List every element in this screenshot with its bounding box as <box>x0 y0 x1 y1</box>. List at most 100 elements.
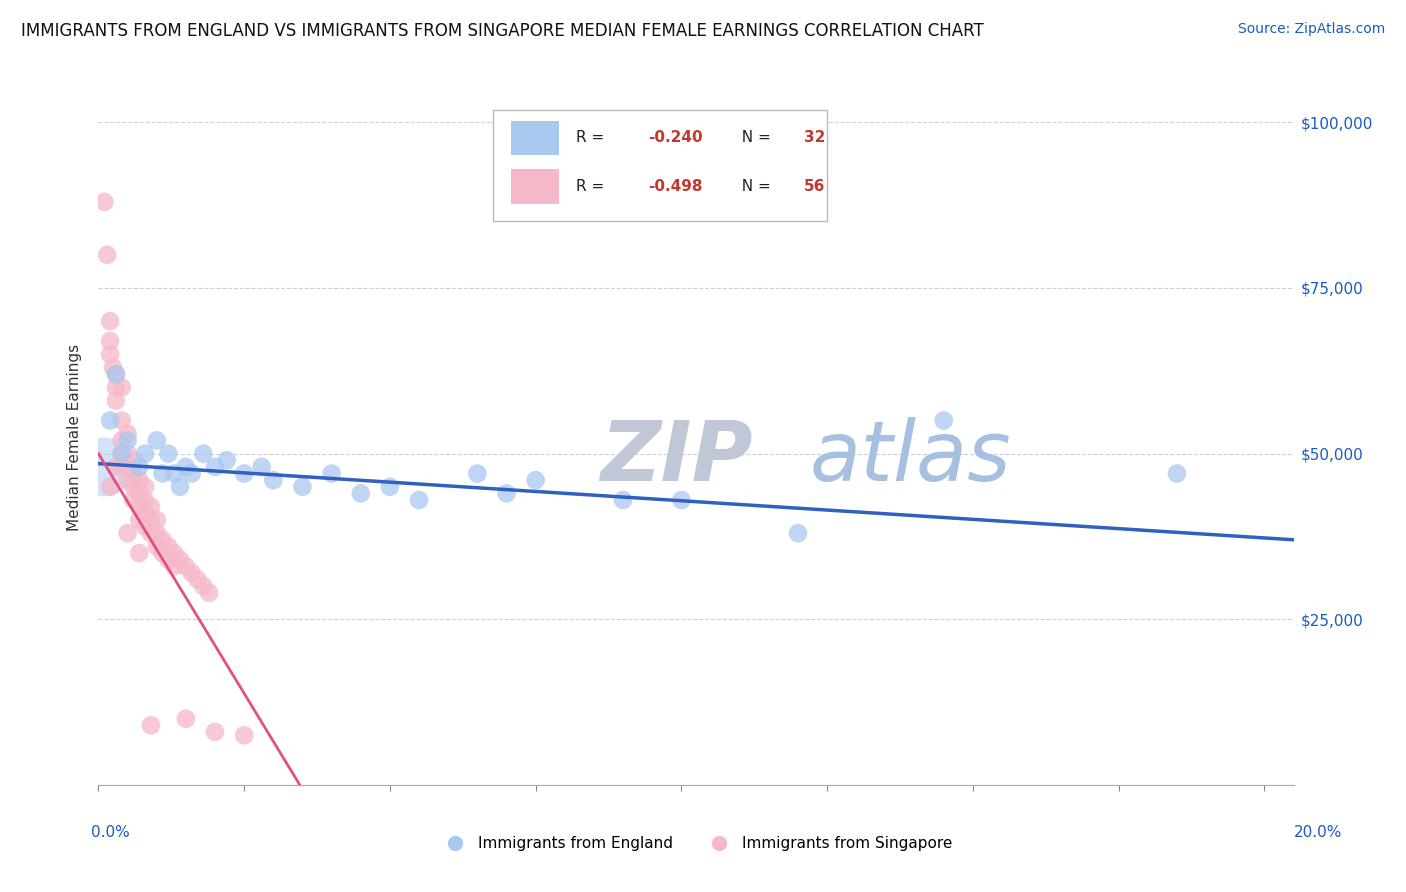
Point <box>117 526 139 541</box>
Point <box>145 434 167 448</box>
Point <box>152 533 174 547</box>
Point <box>134 519 156 533</box>
Point <box>128 486 150 500</box>
Point <box>122 480 145 494</box>
Point <box>145 513 167 527</box>
Point <box>111 447 134 461</box>
Point <box>93 194 115 209</box>
Point <box>93 459 115 474</box>
Point <box>104 367 127 381</box>
Point <box>111 380 134 394</box>
Point <box>128 546 150 560</box>
Point <box>524 473 547 487</box>
Point <box>139 513 162 527</box>
Text: N =: N = <box>733 179 776 194</box>
Point <box>152 467 174 481</box>
Point <box>128 500 150 514</box>
Point <box>117 473 139 487</box>
Point <box>163 546 186 560</box>
Point <box>104 380 127 394</box>
Point <box>157 540 180 554</box>
Point <box>215 453 238 467</box>
Text: -0.240: -0.240 <box>648 130 703 145</box>
Legend: Immigrants from England, Immigrants from Singapore: Immigrants from England, Immigrants from… <box>433 830 959 857</box>
Text: 56: 56 <box>804 179 825 194</box>
Point <box>157 447 180 461</box>
Point <box>98 314 121 328</box>
Point <box>174 712 197 726</box>
Point <box>128 473 150 487</box>
Point <box>612 493 634 508</box>
Text: IMMIGRANTS FROM ENGLAND VS IMMIGRANTS FROM SINGAPORE MEDIAN FEMALE EARNINGS CORR: IMMIGRANTS FROM ENGLAND VS IMMIGRANTS FR… <box>21 22 984 40</box>
Point <box>671 493 693 508</box>
Point <box>495 486 517 500</box>
Point <box>117 434 139 448</box>
Point <box>98 413 121 427</box>
Text: 32: 32 <box>804 130 825 145</box>
Point <box>145 526 167 541</box>
Y-axis label: Median Female Earnings: Median Female Earnings <box>67 343 83 531</box>
FancyBboxPatch shape <box>510 169 558 204</box>
FancyBboxPatch shape <box>510 120 558 155</box>
Point <box>111 459 134 474</box>
Point <box>117 447 139 461</box>
Point <box>467 467 489 481</box>
Point <box>134 493 156 508</box>
Point <box>174 459 197 474</box>
Point <box>163 559 186 574</box>
Point <box>98 480 121 494</box>
Text: atlas: atlas <box>810 417 1011 499</box>
Point <box>169 480 191 494</box>
Point <box>122 453 145 467</box>
Point <box>111 434 134 448</box>
FancyBboxPatch shape <box>494 110 828 221</box>
Text: -0.498: -0.498 <box>648 179 703 194</box>
Point <box>96 248 118 262</box>
Text: 0.0%: 0.0% <box>91 825 131 840</box>
Text: R =: R = <box>576 179 610 194</box>
Point <box>98 347 121 361</box>
Point <box>139 718 162 732</box>
Point <box>186 573 208 587</box>
Point <box>193 579 215 593</box>
Point <box>932 413 955 427</box>
Point <box>180 566 202 580</box>
Point <box>174 559 197 574</box>
Point <box>198 586 221 600</box>
Point <box>152 546 174 560</box>
Point <box>134 506 156 520</box>
Text: 20.0%: 20.0% <box>1295 825 1343 840</box>
Text: Source: ZipAtlas.com: Source: ZipAtlas.com <box>1237 22 1385 37</box>
Point <box>139 526 162 541</box>
Point <box>145 540 167 554</box>
Point <box>157 552 180 566</box>
Point <box>117 426 139 441</box>
Point <box>122 467 145 481</box>
Point <box>408 493 430 508</box>
Point <box>193 447 215 461</box>
Point <box>169 552 191 566</box>
Point <box>378 480 401 494</box>
Point <box>204 459 226 474</box>
Text: R =: R = <box>576 130 610 145</box>
Point <box>163 467 186 481</box>
Point <box>134 480 156 494</box>
Point <box>111 447 134 461</box>
Point <box>128 459 150 474</box>
Point <box>180 467 202 481</box>
Point <box>321 467 343 481</box>
Point <box>233 467 256 481</box>
Point <box>104 367 127 381</box>
Point <box>139 500 162 514</box>
Point <box>233 728 256 742</box>
Point <box>104 459 127 474</box>
Point <box>1166 467 1188 481</box>
Text: N =: N = <box>733 130 776 145</box>
Point <box>122 493 145 508</box>
Point <box>250 459 273 474</box>
Point <box>128 513 150 527</box>
Point <box>262 473 284 487</box>
Point <box>111 413 134 427</box>
Text: ZIP: ZIP <box>600 417 754 499</box>
Point <box>104 393 127 408</box>
